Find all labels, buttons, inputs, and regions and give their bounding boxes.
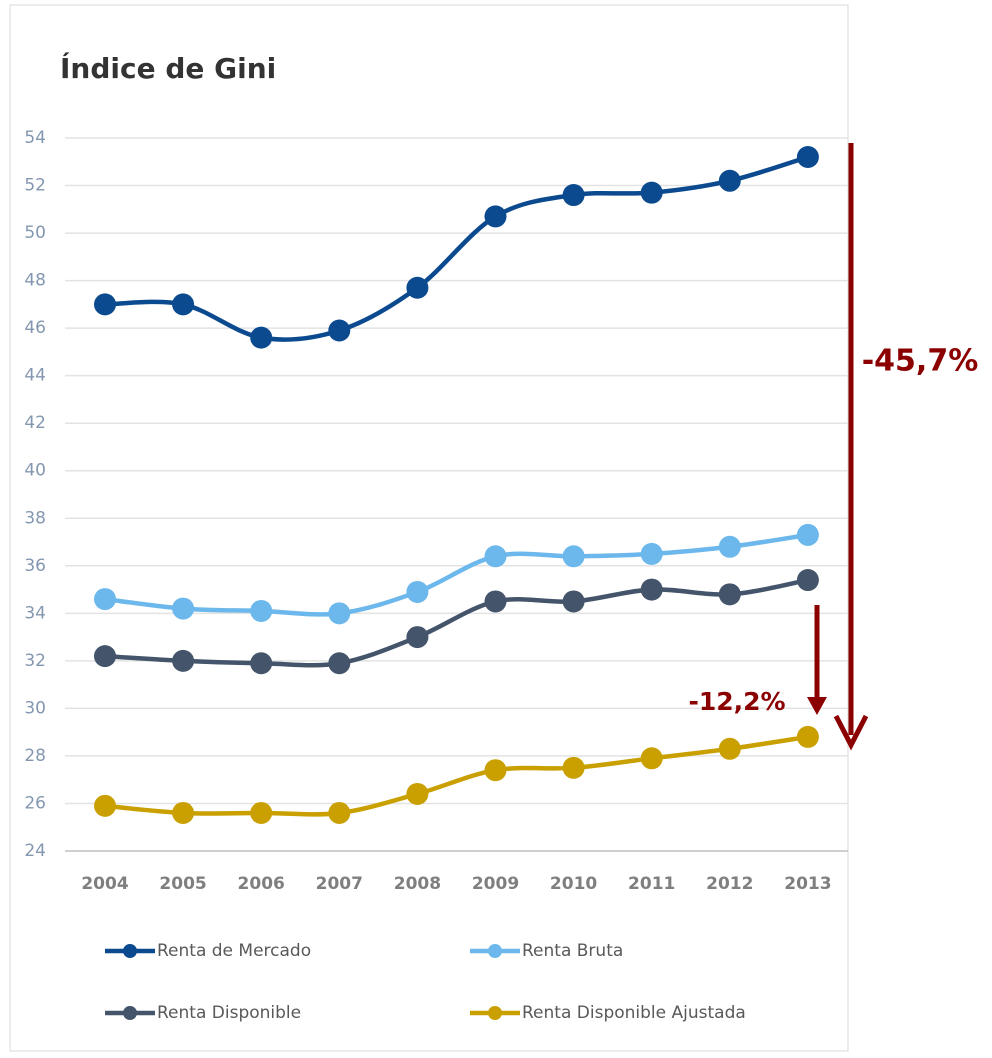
x-tick-label: 2007 [316,874,363,894]
data-point [250,801,273,824]
data-point [796,523,819,546]
legend-marker [488,1006,502,1020]
legend-label: Renta de Mercado [157,941,311,961]
x-tick-label: 2011 [628,874,675,894]
data-point [328,319,351,342]
y-tick-label: 42 [24,413,46,433]
data-point [484,545,507,568]
data-point [172,649,195,672]
data-point [562,590,585,613]
data-point [406,626,429,649]
legend-label: Renta Disponible Ajustada [522,1003,746,1023]
x-tick-label: 2005 [159,874,206,894]
data-point [640,747,663,770]
y-tick-label: 46 [24,318,46,338]
data-point [172,293,195,316]
data-point [484,590,507,613]
data-point [718,737,741,760]
x-tick-label: 2006 [238,874,285,894]
y-tick-label: 44 [24,366,46,386]
series-line [104,734,809,817]
data-point [640,542,663,565]
data-point [250,599,273,622]
data-point [484,759,507,782]
data-point [718,169,741,192]
data-point [328,602,351,625]
annotation: -12,2% [688,687,785,716]
y-tick-label: 24 [24,841,46,861]
x-tick-label: 2009 [472,874,519,894]
y-tick-label: 48 [24,271,46,291]
y-tick-label: 50 [24,223,46,243]
data-point [94,794,116,817]
legend-label: Renta Disponible [157,1003,301,1023]
data-point [562,545,585,568]
data-point [250,652,273,675]
legend-marker [488,944,502,958]
arrow-head [833,714,869,751]
arrow-head [807,697,827,715]
data-point [94,588,116,611]
annotation: -45,7% [862,344,979,379]
y-tick-label: 36 [24,556,46,576]
y-tick-label: 34 [24,603,46,623]
data-point [718,535,741,558]
data-point [796,146,819,169]
data-point [562,756,585,779]
series-line [104,532,809,617]
x-tick-label: 2004 [81,874,128,894]
data-point [484,205,507,228]
data-point [406,276,429,299]
x-tick-label: 2013 [784,874,831,894]
data-point [328,652,351,675]
data-point [796,569,819,592]
data-point [718,583,741,606]
data-point [328,801,351,824]
data-point [94,645,116,668]
x-tick-label: 2008 [394,874,441,894]
x-tick-label: 2010 [550,874,597,894]
x-tick-label: 2012 [706,874,753,894]
chart-title: Índice de Gini [60,51,276,85]
legend-label: Renta Bruta [522,941,623,961]
data-point [406,782,429,805]
series-line [104,577,809,668]
y-tick-label: 26 [24,793,46,813]
legend-marker [123,1006,137,1020]
data-point [94,293,116,316]
data-point [640,578,663,601]
data-point [406,580,429,603]
chart-frame [9,4,849,1052]
data-point [172,597,195,620]
legend-marker [123,944,137,958]
data-point [640,181,663,204]
data-point [562,184,585,207]
y-tick-label: 28 [24,746,46,766]
y-tick-label: 32 [24,651,46,671]
y-tick-label: 30 [24,698,46,718]
data-point [796,725,819,748]
data-point [172,801,195,824]
y-tick-label: 38 [24,508,46,528]
y-tick-label: 54 [24,128,46,148]
y-tick-label: 52 [24,176,46,196]
series-line [104,154,809,342]
y-tick-label: 40 [24,461,46,481]
data-point [250,326,273,349]
